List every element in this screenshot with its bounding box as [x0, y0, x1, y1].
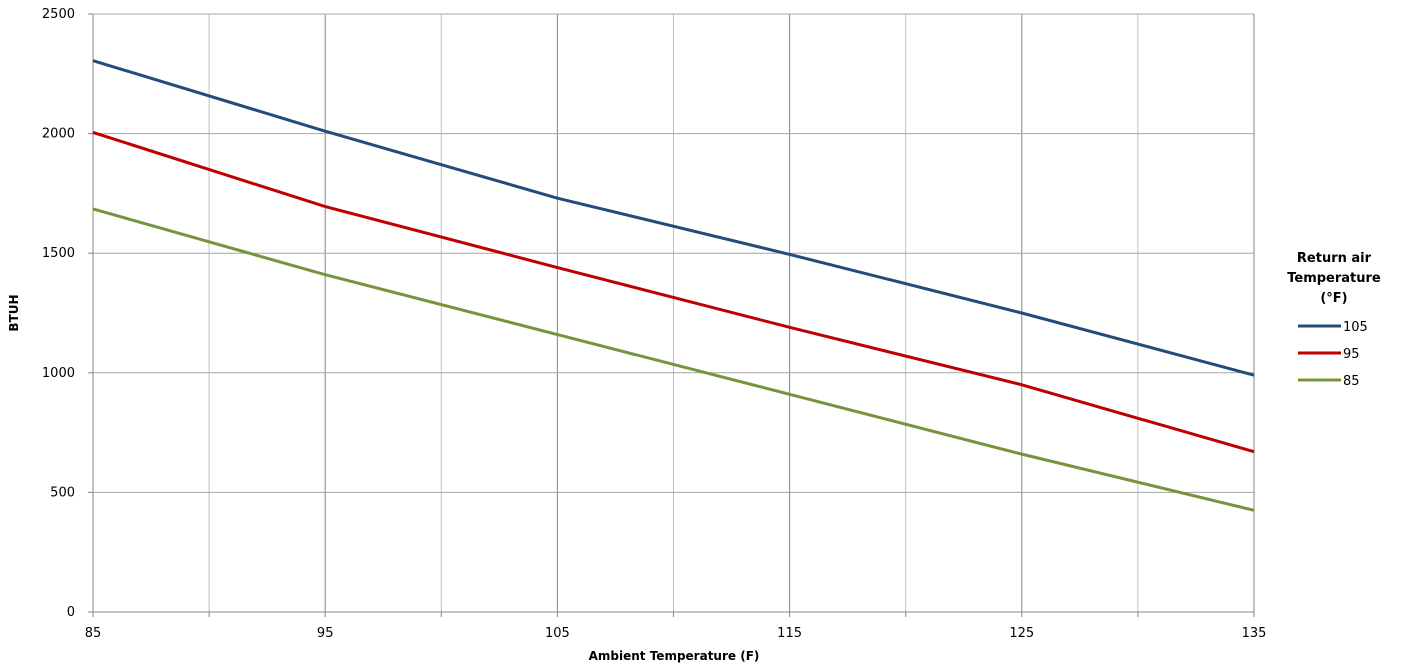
y-tick-label: 1500	[42, 246, 75, 261]
y-tick-label: 2500	[42, 7, 75, 22]
x-tick-label: 115	[777, 626, 802, 641]
axes	[88, 13, 1255, 617]
grid	[92, 13, 1255, 613]
series-line-85	[92, 207, 1255, 512]
y-axis-title: BTUH	[7, 294, 21, 331]
legend: Return air Temperature (°F) 105 95 85	[1287, 251, 1381, 389]
legend-title-line-1: Return air	[1297, 251, 1372, 266]
legend-label-95: 95	[1343, 347, 1360, 362]
x-tick-label: 105	[545, 626, 570, 641]
series-lines	[92, 59, 1255, 512]
x-tick-label: 125	[1009, 626, 1034, 641]
y-tick-label: 0	[67, 605, 75, 620]
y-tick-label: 2000	[42, 127, 75, 142]
legend-label-85: 85	[1343, 374, 1360, 389]
series-line-105	[92, 59, 1255, 377]
legend-label-105: 105	[1343, 320, 1368, 335]
legend-title-line-3: (°F)	[1320, 291, 1347, 306]
y-tick-labels: 0 500 1000 1500 2000 2500	[42, 7, 75, 620]
x-tick-label: 85	[85, 626, 102, 641]
legend-title-line-2: Temperature	[1287, 271, 1381, 286]
x-tick-labels: 85 95 105 115 125 135	[85, 626, 1267, 641]
x-tick-label: 135	[1242, 626, 1267, 641]
x-axis-title: Ambient Temperature (F)	[589, 649, 760, 663]
y-tick-label: 1000	[42, 366, 75, 381]
legend-items: 105 95 85	[1298, 320, 1368, 389]
series-line-95	[92, 130, 1255, 454]
y-tick-label: 500	[50, 485, 75, 500]
x-tick-label: 95	[317, 626, 334, 641]
